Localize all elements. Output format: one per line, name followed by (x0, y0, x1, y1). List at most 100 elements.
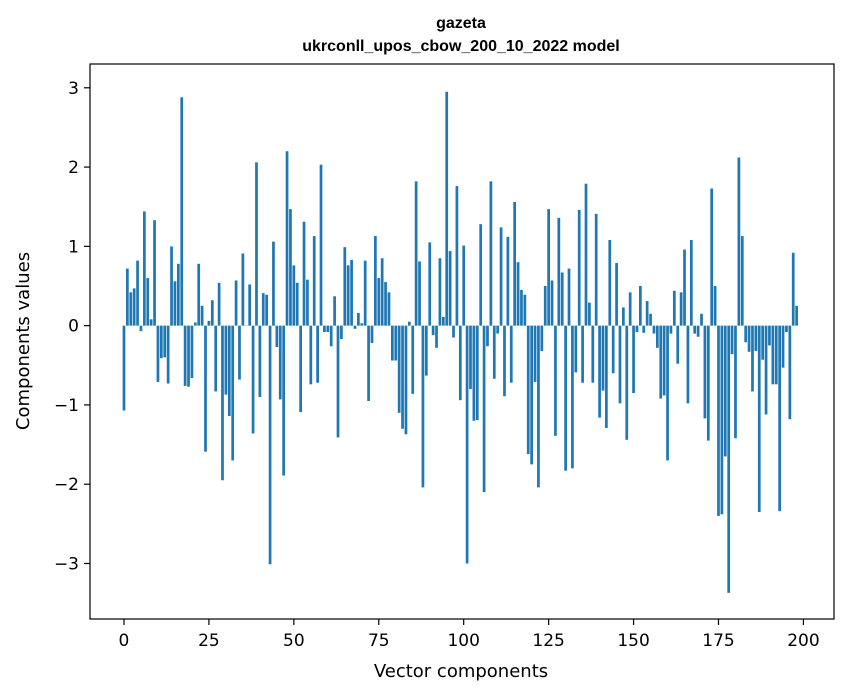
bar-165 (683, 250, 686, 326)
bar-177 (724, 326, 727, 457)
bar-120 (530, 326, 533, 465)
bar-94 (442, 317, 445, 326)
bar-109 (493, 326, 496, 379)
bar-144 (612, 326, 615, 374)
bar-87 (418, 261, 421, 325)
chart-title-line2: ukrconll_upos_cbow_200_10_2022 model (302, 38, 619, 55)
bar-167 (690, 240, 693, 326)
bar-77 (384, 282, 387, 326)
bar-35 (242, 253, 245, 325)
bar-181 (738, 158, 741, 326)
bar-0 (123, 326, 126, 411)
bar-70 (360, 323, 363, 325)
x-tick-label: 125 (532, 631, 564, 651)
bar-23 (201, 306, 204, 326)
bar-71 (364, 261, 367, 326)
bar-64 (340, 326, 343, 339)
bar-178 (727, 326, 730, 593)
bar-135 (581, 326, 584, 383)
bar-44 (272, 242, 275, 326)
bar-146 (619, 326, 622, 404)
bar-25 (208, 321, 211, 326)
bar-131 (568, 269, 571, 326)
bar-148 (625, 326, 628, 440)
bar-8 (150, 319, 153, 325)
y-axis-label: Components values (13, 252, 34, 430)
bar-13 (167, 326, 170, 384)
bar-51 (296, 283, 299, 326)
bar-179 (731, 326, 734, 355)
bar-155 (649, 314, 652, 326)
bar-104 (476, 326, 479, 420)
bar-43 (269, 326, 272, 565)
bar-111 (500, 227, 503, 325)
bar-93 (439, 258, 442, 325)
bar-40 (259, 326, 262, 397)
bar-46 (279, 326, 282, 400)
bar-54 (306, 280, 309, 326)
bar-163 (676, 326, 679, 364)
bar-11 (160, 326, 163, 359)
bar-175 (717, 326, 720, 516)
bar-117 (520, 290, 523, 326)
bar-152 (639, 286, 642, 326)
bar-1 (126, 269, 129, 326)
bar-195 (785, 326, 788, 332)
bar-110 (496, 326, 499, 334)
bar-132 (571, 326, 574, 469)
bar-172 (707, 326, 710, 441)
x-tick-label: 0 (119, 631, 130, 651)
bar-31 (228, 326, 231, 416)
x-tick-label: 75 (368, 631, 390, 651)
bar-26 (211, 300, 214, 325)
bar-149 (629, 292, 632, 325)
bar-141 (602, 326, 605, 391)
bar-112 (503, 326, 506, 397)
bar-49 (289, 209, 292, 326)
bar-32 (231, 326, 234, 461)
bar-185 (751, 326, 754, 392)
bar-74 (374, 236, 377, 326)
bar-33 (235, 280, 238, 325)
bar-194 (782, 326, 785, 368)
bar-186 (755, 326, 758, 351)
bar-157 (656, 326, 659, 348)
bar-14 (170, 246, 173, 325)
bar-15 (174, 281, 177, 325)
bar-10 (157, 326, 160, 382)
bar-161 (670, 326, 673, 334)
bar-162 (673, 291, 676, 326)
bar-38 (252, 326, 255, 434)
bar-56 (313, 236, 316, 326)
bar-20 (191, 326, 194, 378)
bar-62 (333, 296, 336, 325)
bar-58 (320, 165, 323, 326)
bar-2 (129, 292, 132, 325)
y-tick-label: −2 (54, 475, 79, 495)
bar-19 (187, 326, 190, 387)
bar-12 (163, 326, 166, 358)
bar-182 (741, 236, 744, 326)
x-tick-label: 25 (198, 631, 220, 651)
bar-108 (490, 181, 493, 325)
bar-129 (561, 273, 564, 326)
bar-86 (415, 181, 418, 325)
bar-28 (218, 283, 221, 326)
y-tick-label: 0 (68, 317, 79, 337)
bar-89 (425, 326, 428, 376)
x-axis-label: Vector components (374, 661, 548, 682)
bar-53 (303, 222, 306, 326)
bar-158 (659, 326, 662, 399)
bar-83 (405, 326, 408, 435)
bar-121 (534, 326, 537, 382)
bar-169 (697, 326, 700, 337)
bar-190 (768, 326, 771, 346)
bar-124 (544, 286, 547, 326)
bar-137 (588, 303, 591, 326)
bar-21 (194, 322, 197, 325)
bar-78 (388, 292, 391, 325)
bar-81 (398, 326, 401, 413)
bar-63 (337, 326, 340, 438)
x-tick-label: 50 (283, 631, 305, 651)
bar-17 (180, 97, 183, 325)
